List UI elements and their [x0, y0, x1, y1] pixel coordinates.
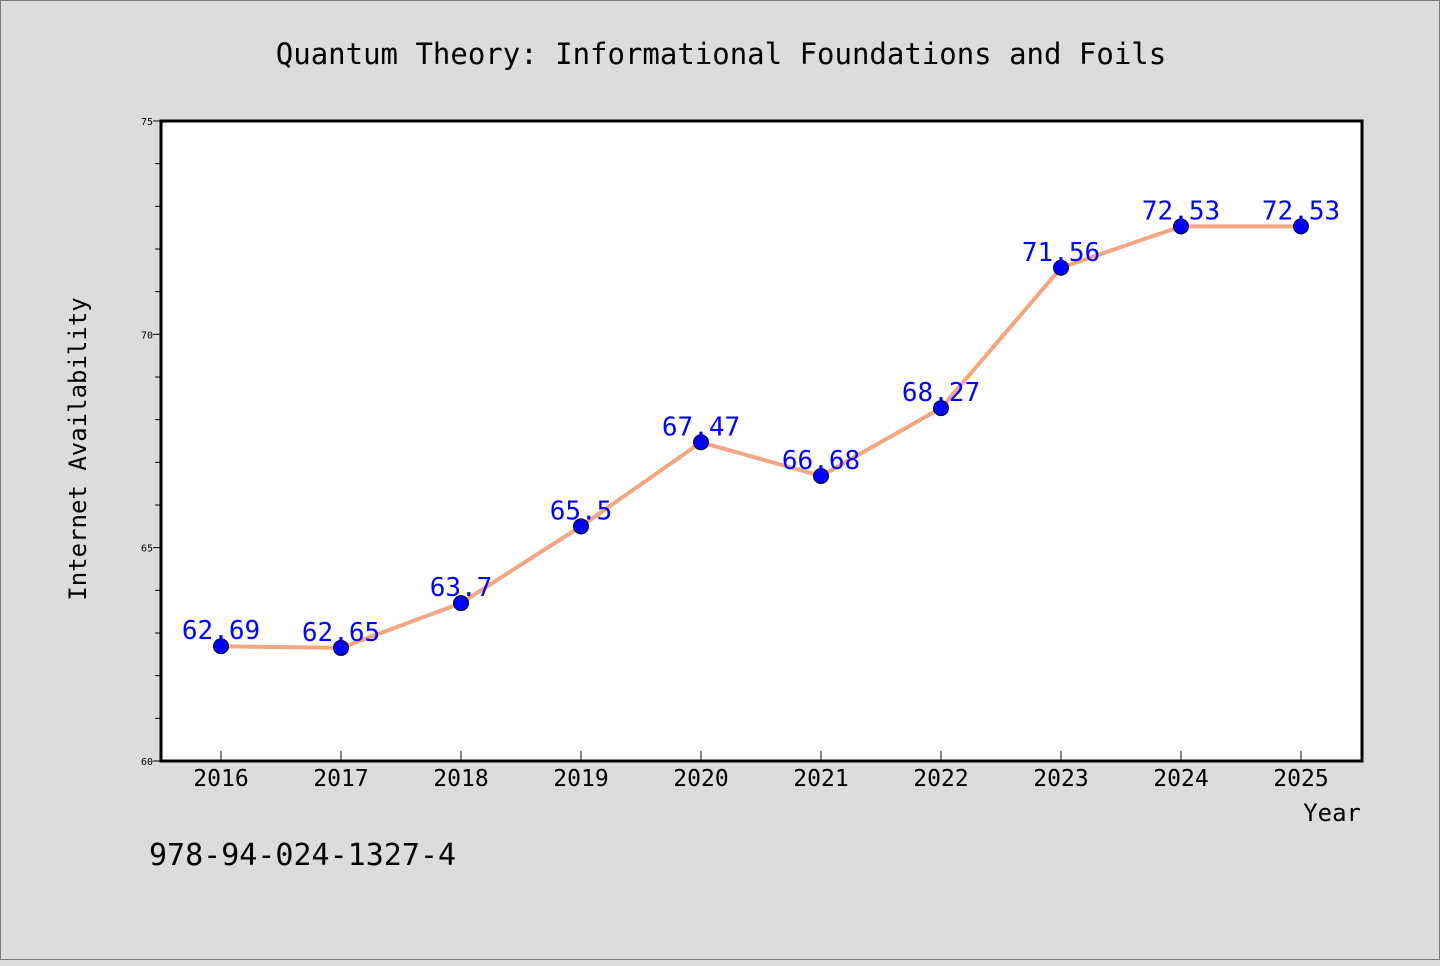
x-tick-label: 2025	[1273, 766, 1328, 792]
x-tick-label: 2018	[433, 766, 488, 792]
plot-area	[159, 119, 1364, 763]
y-tick-label: 60	[141, 757, 153, 768]
series-internet-availability: 62.69 62.65 63.7 65.5 67.47 66.68 68.27 71.56 72…	[182, 196, 1340, 656]
x-tick-label: 2019	[553, 766, 608, 792]
x-tick-label: 2017	[313, 766, 368, 792]
isbn-annotation: 978-94-024-1327-4	[149, 838, 456, 873]
x-tick-label: 2023	[1033, 766, 1088, 792]
data-label: 62.69	[182, 616, 260, 646]
data-label: 63.7	[430, 573, 493, 603]
data-point	[453, 595, 469, 612]
series-line	[219, 224, 1303, 650]
data-label: 62.65	[302, 618, 380, 648]
x-tick-label: 2020	[673, 766, 728, 792]
y-axis: 60 65 70 75	[141, 117, 161, 768]
chart-title: Quantum Theory: Informational Foundation…	[276, 37, 1166, 71]
data-point	[1173, 218, 1189, 235]
y-tick-label: 65	[141, 544, 153, 555]
data-point	[813, 467, 829, 484]
data-label: 66.68	[782, 446, 860, 476]
data-point	[573, 518, 589, 535]
data-label: 72.53	[1142, 196, 1220, 226]
x-tick-label: 2021	[793, 766, 848, 792]
x-axis: 2016 2017 2018 2019 2020 2021 2022 2023 2024 2025	[193, 751, 1329, 792]
x-tick-label: 2024	[1153, 766, 1208, 792]
x-tick-label: 2016	[193, 766, 248, 792]
data-point	[1053, 259, 1069, 276]
data-point	[213, 638, 229, 655]
data-point	[1293, 218, 1309, 235]
x-axis-label: Year	[1303, 799, 1361, 827]
y-tick-label: 75	[141, 117, 153, 128]
x-tick-label: 2022	[913, 766, 968, 792]
data-point	[933, 400, 949, 417]
y-axis-label: Internet Availability	[64, 297, 92, 600]
data-label: 65.5	[550, 496, 613, 526]
data-label: 67.47	[662, 412, 740, 442]
data-label: 68.27	[902, 378, 980, 408]
data-label: 72.53	[1262, 196, 1340, 226]
y-tick-label: 70	[141, 330, 153, 341]
data-point	[693, 434, 709, 451]
data-label: 71.56	[1022, 238, 1100, 268]
data-point	[333, 639, 349, 656]
